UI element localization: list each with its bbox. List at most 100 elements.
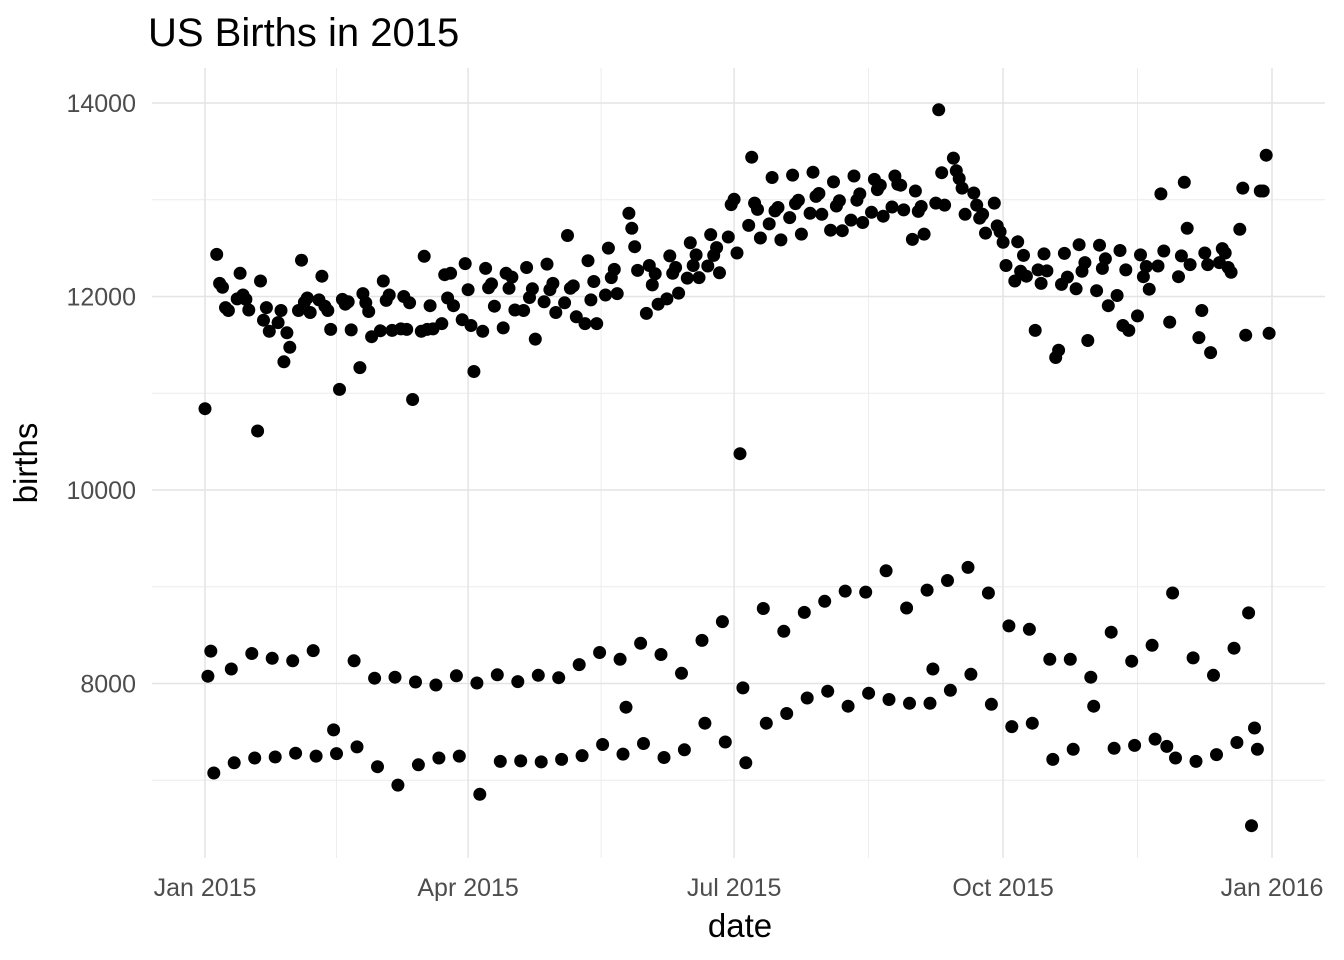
data-point: [274, 304, 288, 317]
data-point: [1069, 282, 1083, 296]
data-point: [859, 585, 873, 599]
data-point: [721, 230, 735, 244]
data-points: [198, 103, 1276, 833]
data-point: [315, 269, 329, 283]
data-point: [1008, 274, 1022, 288]
data-point: [970, 198, 984, 212]
x-axis-title: date: [708, 907, 772, 944]
data-point: [347, 654, 361, 668]
data-point: [908, 184, 922, 198]
data-point: [1052, 343, 1066, 357]
data-point: [1034, 276, 1048, 290]
data-point: [1040, 264, 1054, 278]
data-point: [578, 317, 592, 331]
data-point: [1057, 246, 1071, 260]
data-point: [903, 696, 916, 710]
data-point: [245, 647, 259, 660]
data-point: [531, 668, 545, 682]
data-point: [1210, 748, 1223, 762]
data-point: [1025, 716, 1039, 730]
data-point: [371, 760, 384, 774]
data-point: [648, 267, 662, 281]
data-point: [1259, 148, 1273, 162]
x-tick-label: Jan 2016: [1221, 874, 1324, 902]
data-point: [461, 283, 475, 297]
data-point: [1227, 641, 1241, 655]
data-point: [496, 321, 510, 335]
data-point: [382, 288, 396, 302]
data-point: [1063, 652, 1077, 666]
data-point: [692, 271, 706, 285]
data-point: [812, 187, 826, 200]
data-point: [479, 261, 493, 275]
data-point: [862, 686, 876, 700]
data-point: [271, 316, 285, 330]
data-point: [622, 206, 636, 220]
data-point: [715, 615, 729, 629]
data-point: [596, 738, 610, 751]
data-point: [490, 668, 504, 682]
data-point: [584, 293, 598, 307]
data-point: [257, 313, 270, 327]
data-point: [400, 322, 414, 336]
data-point: [265, 651, 279, 665]
data-point: [303, 306, 317, 319]
x-tick-label: Apr 2015: [417, 874, 518, 902]
data-point: [1093, 238, 1106, 252]
data-point: [841, 699, 855, 713]
data-point: [827, 175, 840, 189]
data-point: [1204, 346, 1218, 360]
data-point: [853, 187, 867, 201]
data-point: [555, 752, 569, 766]
data-point: [1019, 269, 1033, 283]
data-point: [300, 291, 314, 305]
data-point: [751, 202, 764, 216]
x-tick-label: Jan 2015: [154, 874, 257, 902]
data-point: [1177, 175, 1191, 189]
data-point: [1107, 741, 1121, 755]
data-point: [254, 274, 267, 288]
data-point: [376, 274, 390, 288]
data-point: [713, 266, 726, 280]
data-point: [1078, 256, 1092, 270]
y-tick-label: 12000: [66, 284, 136, 312]
data-point: [207, 766, 221, 780]
data-point: [558, 296, 572, 310]
data-point: [885, 200, 899, 214]
data-point: [333, 382, 346, 396]
data-point: [1207, 668, 1220, 682]
data-point: [695, 633, 709, 647]
data-point: [727, 192, 741, 206]
data-point: [1250, 742, 1264, 756]
data-point: [993, 225, 1007, 239]
data-point: [350, 740, 364, 754]
data-point: [569, 310, 583, 324]
data-point: [675, 666, 688, 680]
data-point: [411, 758, 425, 772]
data-point: [999, 259, 1013, 272]
data-point: [330, 747, 343, 761]
data-point: [794, 227, 808, 241]
data-point: [739, 756, 753, 770]
y-tick-label: 8000: [80, 671, 136, 699]
data-point: [628, 240, 642, 254]
data-point: [435, 317, 449, 331]
data-point: [1160, 739, 1174, 753]
data-point: [660, 292, 674, 306]
data-point: [485, 277, 498, 291]
data-point: [634, 636, 648, 650]
data-point: [458, 257, 472, 271]
data-point: [283, 340, 297, 354]
data-point: [701, 259, 715, 273]
plot-title: US Births in 2015: [148, 11, 459, 55]
data-point: [514, 754, 528, 768]
data-point: [552, 671, 566, 685]
data-point: [528, 332, 542, 346]
data-point: [324, 322, 338, 336]
data-point: [981, 586, 995, 600]
data-point: [1028, 323, 1042, 337]
data-point: [771, 201, 785, 214]
data-point: [262, 324, 276, 338]
data-point: [373, 324, 387, 338]
